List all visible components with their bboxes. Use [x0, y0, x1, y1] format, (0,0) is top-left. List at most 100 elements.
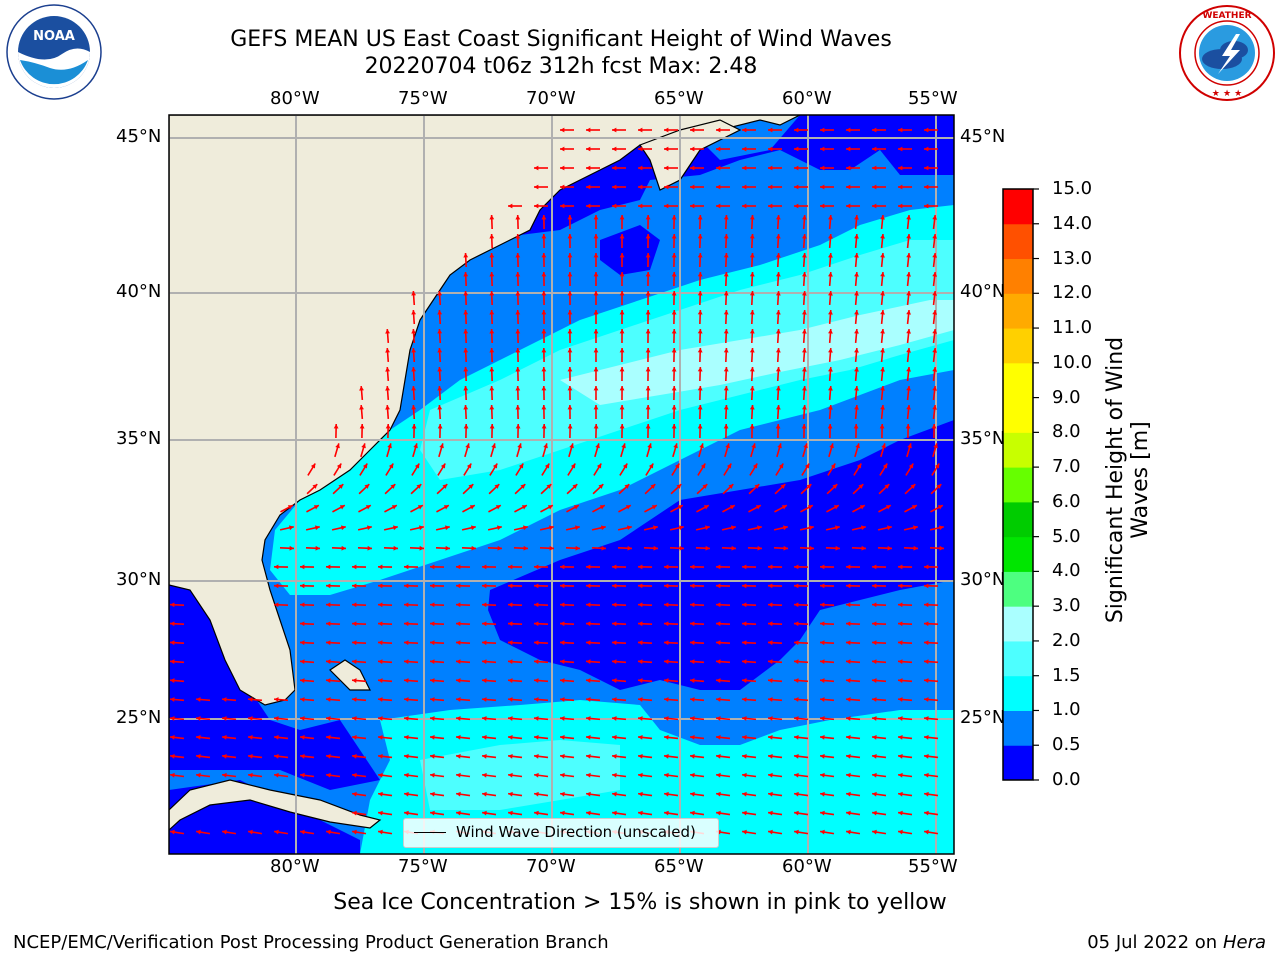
legend-label: Wind Wave Direction (unscaled)	[456, 823, 696, 841]
wave-arrow-head	[390, 484, 396, 489]
wave-arrow-head	[443, 505, 449, 510]
wave-arrow-head	[619, 272, 625, 277]
wave-arrow-head	[802, 234, 807, 239]
wave-arrow-head	[936, 484, 942, 489]
wave-arrow-head	[690, 640, 695, 646]
wave-arrow-head	[906, 405, 911, 410]
wave-arrow-head	[872, 772, 877, 778]
wave-arrow-head	[828, 310, 833, 315]
wave-arrow-head	[586, 810, 591, 816]
wave-arrow-head	[393, 545, 398, 551]
wave-arrow-head	[924, 621, 929, 627]
lon-label-bottom: 60°W	[782, 856, 832, 877]
wave-arrow-head	[593, 215, 599, 220]
wave-arrow-head	[697, 348, 703, 353]
wave-arrow-head	[495, 505, 501, 510]
wave-arrow-head	[697, 386, 703, 391]
wave-arrow-head	[411, 291, 417, 296]
wave-arrow-head	[924, 659, 929, 665]
wave-arrow-head	[827, 424, 833, 429]
wave-arrow-head	[905, 424, 911, 429]
wave-arrow-head	[274, 564, 279, 570]
wave-arrow-head	[385, 386, 390, 391]
wave-arrow-head	[437, 405, 443, 410]
colorbar-segment	[1003, 501, 1033, 538]
wave-arrow-head	[705, 545, 710, 551]
wave-arrow-head	[697, 367, 703, 372]
wave-arrow-head	[534, 753, 539, 759]
wave-arrow-head	[704, 525, 710, 531]
wave-arrow-head	[560, 772, 565, 778]
wave-arrow-head	[482, 735, 487, 740]
wave-arrow-head	[742, 678, 747, 683]
wave-arrow-head	[723, 253, 729, 258]
wave-arrow-head	[612, 753, 617, 759]
wave-arrow-head	[880, 215, 885, 220]
wave-arrow-head	[440, 463, 446, 469]
wave-arrow-head	[437, 291, 443, 296]
wave-arrow-head	[882, 463, 888, 469]
wave-arrow-head	[560, 621, 565, 627]
wave-arrow-head	[339, 505, 345, 510]
lon-label-bottom: 75°W	[398, 856, 448, 877]
colorbar-tick-label: 9.0	[1052, 386, 1081, 408]
wave-arrow-head	[612, 735, 617, 740]
wave-arrow-head	[924, 810, 929, 816]
wave-arrow-head	[820, 146, 825, 152]
wave-arrow-head	[645, 367, 651, 372]
wave-arrow-head	[288, 525, 294, 531]
wave-arrow-head	[924, 583, 929, 589]
wave-arrow-head	[872, 829, 877, 835]
wave-arrow-head	[411, 367, 417, 372]
wave-arrow-head	[385, 367, 390, 372]
wave-arrow-head	[430, 659, 435, 665]
wave-arrow-head	[326, 735, 331, 740]
wave-arrow-head	[725, 443, 730, 449]
wave-arrow-head	[586, 697, 591, 702]
wave-arrow-head	[898, 829, 903, 835]
wave-arrow-head	[690, 697, 695, 702]
wave-arrow-head	[222, 697, 227, 702]
wave-arrow-head	[300, 772, 305, 778]
wave-arrow-head	[664, 564, 669, 570]
wave-arrow-head	[437, 424, 443, 429]
wave-arrow-head	[517, 443, 522, 449]
wave-arrow-head	[248, 753, 253, 759]
lat-label-right: 45°N	[960, 126, 1006, 147]
wave-arrow-head	[884, 484, 890, 489]
wave-arrow-head	[352, 640, 357, 646]
wave-arrow-head	[560, 564, 565, 570]
wave-arrow-head	[352, 659, 357, 665]
wave-arrow-head	[716, 678, 721, 683]
wave-arrow-head	[621, 443, 626, 449]
wave-arrow-head	[794, 583, 799, 589]
wave-arrow-head	[430, 678, 435, 683]
wave-arrow-head	[560, 640, 565, 646]
wave-arrow-head	[560, 697, 565, 702]
wave-arrow-head	[690, 602, 695, 608]
wave-arrow-head	[170, 621, 175, 627]
wave-arrow-head	[638, 678, 643, 683]
wave-arrow-head	[937, 505, 943, 510]
wave-arrow-head	[678, 525, 684, 531]
wave-arrow-head	[248, 716, 253, 721]
wave-arrow-head	[742, 735, 747, 740]
wave-arrow-head	[391, 505, 397, 510]
wave-arrow-head	[456, 716, 461, 721]
wave-arrow-head	[723, 348, 729, 353]
wave-arrow-head	[931, 424, 937, 429]
wave-arrow-head	[378, 735, 383, 740]
wave-arrow-head	[742, 659, 747, 665]
wave-arrow-head	[312, 484, 318, 489]
wave-arrow-head	[352, 697, 357, 702]
wave-arrow-head	[802, 215, 807, 220]
wave-arrow-head	[385, 405, 390, 410]
wave-arrow-head	[749, 310, 755, 315]
wave-arrow-head	[170, 602, 175, 608]
wave-arrow-head	[463, 329, 469, 334]
wave-arrow-head	[832, 484, 838, 489]
wave-arrow-head	[352, 583, 357, 589]
wave-arrow-head	[924, 716, 929, 721]
wave-arrow-head	[586, 146, 591, 152]
wave-arrow-head	[830, 463, 836, 469]
